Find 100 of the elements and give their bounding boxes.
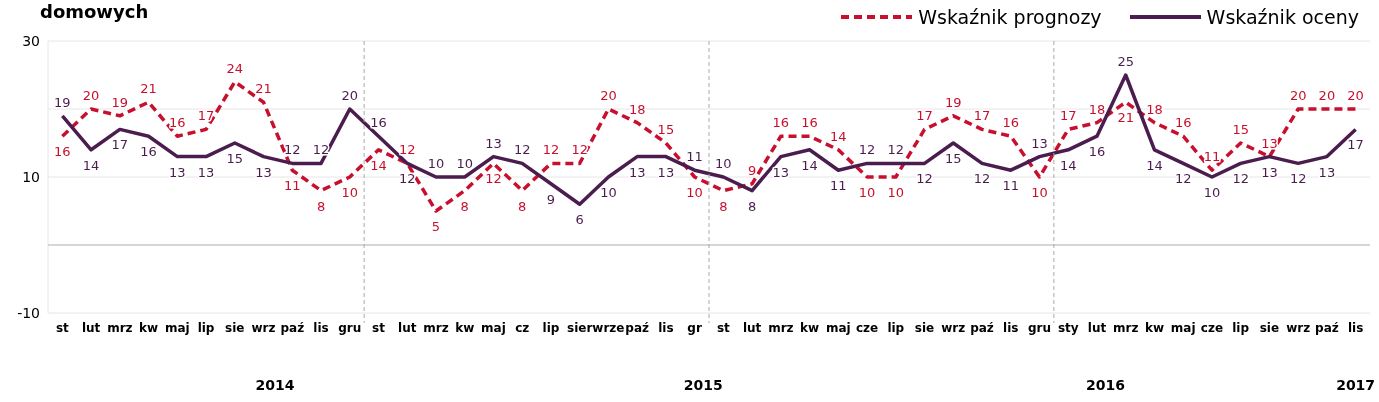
data-label: 12 [513, 142, 531, 158]
data-label: 13 [628, 164, 646, 180]
data-label: 12 [973, 171, 991, 187]
x-tick-label: cze [1200, 320, 1224, 335]
y-tick-label: 10 [22, 168, 40, 185]
data-label: 12 [916, 171, 933, 187]
x-tick-label: st [55, 320, 70, 335]
y-tick-label: 30 [22, 32, 40, 49]
data-label: 16 [54, 144, 71, 160]
data-label: 21 [1117, 110, 1134, 126]
x-tick-label: mrz [768, 320, 794, 335]
x-tick-label: kw [455, 320, 475, 335]
legend-label: Wskaźnik prognozy [918, 6, 1102, 28]
x-tick-label: wrze [592, 320, 625, 335]
x-tick-label: paź [1315, 320, 1339, 335]
data-label: 13 [169, 164, 186, 180]
data-label: 19 [54, 94, 71, 110]
data-label: 8 [316, 198, 326, 214]
data-label: 12 [1174, 171, 1192, 187]
data-label: 10 [686, 185, 703, 200]
data-label: 14 [370, 157, 387, 173]
data-label: 13 [1261, 164, 1278, 180]
data-label: 17 [1347, 137, 1364, 153]
x-tick-label: wrz [1286, 320, 1311, 335]
data-label: 12 [887, 142, 905, 158]
data-label: 14 [1059, 157, 1077, 173]
data-label: 17 [916, 108, 933, 124]
data-label: 15 [657, 122, 675, 137]
x-tick-label: lip [1232, 320, 1250, 335]
data-label: 10 [341, 185, 359, 200]
data-label: 15 [945, 151, 962, 166]
data-label: 19 [945, 94, 962, 110]
data-label: 18 [1146, 101, 1163, 117]
data-label: 16 [772, 115, 790, 131]
data-label: 17 [973, 108, 991, 124]
data-label: 17 [197, 108, 215, 124]
data-label: 9 [546, 191, 556, 207]
data-label: 21 [140, 81, 157, 97]
data-label: 10 [600, 185, 617, 200]
data-label: 17 [1059, 108, 1077, 124]
x-tick-label: maj [481, 320, 506, 335]
data-label: 11 [1203, 149, 1221, 165]
data-label: 8 [719, 198, 728, 214]
x-tick-label: mrz [423, 320, 449, 335]
data-label: 16 [169, 115, 186, 131]
data-label: 13 [1318, 164, 1336, 180]
data-label: 13 [197, 164, 215, 180]
data-label: 13 [255, 164, 272, 180]
x-tick-label: wrz [941, 320, 966, 335]
data-label: 12 [1232, 171, 1249, 187]
data-label: 9 [747, 162, 757, 178]
data-label: 11 [830, 178, 847, 194]
data-label: 13 [1031, 135, 1048, 151]
data-label: 16 [1174, 115, 1192, 131]
x-tick-label: lis [1347, 320, 1364, 335]
data-label: 16 [801, 115, 818, 131]
text: 2014 [255, 377, 295, 393]
data-label: 12 [398, 142, 416, 158]
x-tick-label: lip [197, 320, 215, 335]
data-label: 10 [456, 156, 473, 171]
data-label: 10 [427, 156, 445, 171]
data-label: 10 [715, 156, 732, 171]
data-label: 14 [830, 128, 847, 144]
data-label: 13 [772, 164, 790, 180]
x-tick-label: st [716, 320, 731, 335]
data-label: 20 [82, 88, 100, 103]
x-tick-label: maj [164, 320, 190, 335]
text: 2017 [1336, 377, 1376, 393]
data-label: 14 [1146, 157, 1163, 173]
x-tick-label: lut [742, 320, 762, 335]
data-label: 24 [226, 60, 244, 76]
data-label: 13 [485, 135, 502, 151]
data-label: 12 [398, 171, 416, 187]
data-label: 17 [111, 137, 129, 153]
legend-label: Wskaźnik oceny [1206, 6, 1359, 28]
x-tick-label: lis [1003, 320, 1019, 335]
chart-title: domowych [40, 1, 149, 23]
data-label: 12 [485, 171, 502, 187]
data-label: 8 [518, 198, 527, 214]
data-label: 16 [1088, 144, 1106, 160]
data-label: 11 [1002, 178, 1020, 194]
data-label: 10 [1203, 185, 1221, 200]
data-label: 16 [370, 115, 387, 131]
data-label: 14 [801, 157, 818, 173]
data-label: 10 [858, 185, 876, 200]
x-tick-label: lut [81, 320, 101, 335]
data-label: 5 [431, 219, 441, 234]
x-tick-label: maj [825, 320, 851, 335]
x-tick-label: sier [567, 320, 593, 335]
data-label: 11 [686, 149, 703, 165]
data-label: 10 [887, 185, 905, 200]
x-tick-label: lip [887, 320, 905, 335]
x-tick-label: cz [515, 320, 530, 335]
x-tick-label: gr [687, 320, 702, 335]
data-label: 8 [460, 198, 469, 214]
text: 2016 [1086, 377, 1126, 393]
text: 2015 [683, 377, 723, 393]
data-label: 21 [255, 81, 272, 97]
data-label: 12 [542, 142, 560, 158]
data-label: 19 [111, 94, 129, 110]
